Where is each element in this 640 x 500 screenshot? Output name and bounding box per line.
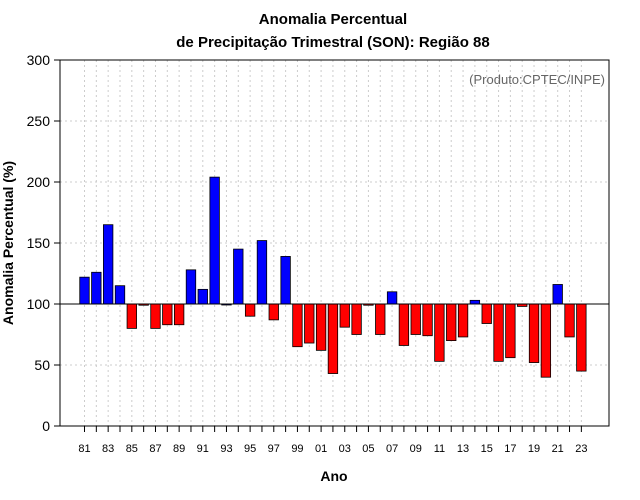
bar-23 bbox=[576, 303, 587, 372]
x-tick-label: 21 bbox=[552, 443, 564, 455]
bar-00 bbox=[304, 303, 315, 344]
x-tick-label: 15 bbox=[481, 443, 493, 455]
bar-85 bbox=[126, 303, 137, 329]
bar-22 bbox=[564, 303, 575, 338]
x-tick-label: 13 bbox=[457, 443, 469, 455]
bar-89 bbox=[173, 303, 185, 326]
x-tick-label: 89 bbox=[173, 443, 185, 455]
bar-06 bbox=[375, 303, 386, 335]
y-tick-label: 50 bbox=[34, 357, 50, 373]
x-tick-label: 87 bbox=[149, 443, 161, 455]
x-tick-label: 97 bbox=[268, 443, 280, 455]
bar-19 bbox=[528, 303, 540, 363]
bar-11 bbox=[434, 303, 445, 362]
y-tick-label: 150 bbox=[27, 235, 51, 251]
chart-title-line2: de Precipitação Trimestral (SON): Região… bbox=[176, 34, 489, 51]
bar-21 bbox=[552, 284, 563, 305]
x-tick-label: 05 bbox=[362, 443, 374, 455]
bar-96 bbox=[256, 240, 268, 305]
bar-series bbox=[79, 176, 587, 378]
x-axis-label: Ano bbox=[320, 468, 347, 484]
x-tick-label: 07 bbox=[386, 443, 398, 455]
bar-97 bbox=[268, 303, 279, 321]
bar-81 bbox=[79, 276, 90, 305]
chart-credit: (Produto:CPTEC/INPE) bbox=[469, 72, 605, 87]
bar-04 bbox=[351, 303, 362, 335]
bar-84 bbox=[114, 285, 126, 305]
bar-91 bbox=[197, 288, 208, 305]
x-tick-label: 01 bbox=[315, 443, 327, 455]
x-tick-label: 23 bbox=[575, 443, 587, 455]
chart-title-line1: Anomalia Percentual bbox=[259, 11, 407, 28]
x-tick-label: 91 bbox=[197, 443, 209, 455]
x-tick-label: 11 bbox=[434, 443, 445, 455]
bar-90 bbox=[185, 269, 197, 305]
y-tick-label: 300 bbox=[27, 52, 51, 68]
x-tick-label: 99 bbox=[291, 443, 303, 455]
bar-17 bbox=[505, 303, 516, 359]
bar-87 bbox=[150, 303, 161, 329]
bar-07 bbox=[386, 291, 398, 305]
bar-94 bbox=[233, 248, 244, 305]
x-tick-label: 83 bbox=[102, 443, 114, 455]
x-tick-label: 85 bbox=[126, 443, 138, 455]
bar-02 bbox=[327, 303, 339, 374]
x-tick-label: 93 bbox=[220, 443, 232, 455]
bar-15 bbox=[481, 303, 492, 324]
x-tick-label: 09 bbox=[410, 443, 422, 455]
bar-09 bbox=[410, 303, 421, 335]
y-tick-label: 100 bbox=[27, 296, 51, 312]
bar-88 bbox=[162, 303, 173, 326]
y-tick-label: 200 bbox=[27, 174, 51, 190]
bar-16 bbox=[493, 303, 504, 362]
bar-01 bbox=[315, 303, 327, 351]
x-tick-label: 81 bbox=[78, 443, 90, 455]
y-axis: 0 50 100 150 200 250 300 bbox=[27, 52, 60, 434]
bar-10 bbox=[422, 303, 433, 337]
bar-92 bbox=[209, 176, 220, 305]
bar-98 bbox=[280, 256, 291, 305]
y-tick-label: 250 bbox=[27, 113, 51, 129]
bar-12 bbox=[446, 303, 457, 341]
x-tick-label: 19 bbox=[528, 443, 540, 455]
x-tick-label: 03 bbox=[339, 443, 351, 455]
x-tick-label: 17 bbox=[504, 443, 516, 455]
bar-82 bbox=[91, 271, 102, 305]
x-tick-label: 95 bbox=[244, 443, 256, 455]
y-tick-label: 0 bbox=[42, 418, 50, 434]
bar-20 bbox=[540, 303, 552, 378]
y-axis-label: Anomalia Percentual (%) bbox=[0, 161, 16, 325]
x-axis: 81 83 85 87 89 91 93 95 97 99 01 03 05 07 09 11 13 15 17 19… bbox=[78, 426, 587, 455]
bar-03 bbox=[339, 303, 350, 328]
bar-83 bbox=[103, 224, 114, 305]
bar-08 bbox=[398, 303, 410, 346]
bar-95 bbox=[244, 303, 256, 317]
bar-14 bbox=[469, 299, 481, 305]
bar-99 bbox=[292, 303, 303, 348]
grid-lines bbox=[60, 60, 609, 426]
bar-13 bbox=[457, 303, 469, 338]
